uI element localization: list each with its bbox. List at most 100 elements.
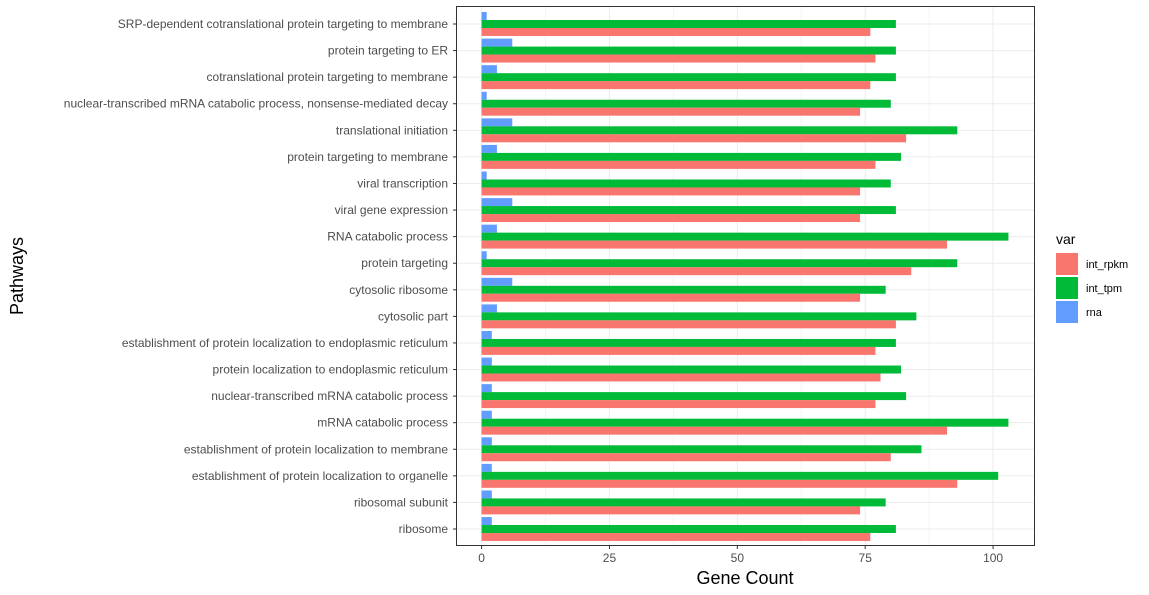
bar-int_rpkm <box>481 453 891 462</box>
bar-int_rpkm <box>481 81 871 90</box>
y-tick-label: cytosolic ribosome <box>349 283 448 297</box>
bar-int_rpkm <box>481 27 871 36</box>
bar-rna <box>481 144 497 153</box>
bar-rna <box>481 490 492 499</box>
bar-rna <box>481 517 492 526</box>
bar-int_tpm <box>481 152 902 161</box>
bar-rna <box>481 330 492 339</box>
x-tick-label: 75 <box>859 551 873 565</box>
y-tick-label: protein targeting to membrane <box>287 150 448 164</box>
legend-label-rna: rna <box>1086 307 1103 319</box>
x-tick-label: 0 <box>478 551 485 565</box>
bar-int_rpkm <box>481 214 861 223</box>
bar-int_rpkm <box>481 160 876 169</box>
y-tick-label: viral transcription <box>357 176 448 190</box>
x-axis: 0 25 50 75 100 <box>478 545 1003 565</box>
bars <box>481 12 1009 541</box>
legend-key-int_rpkm <box>1056 253 1078 275</box>
bar-int_tpm <box>481 179 891 188</box>
bar-rna <box>481 384 492 393</box>
bar-int_rpkm <box>481 479 958 488</box>
bar-int_rpkm <box>481 426 948 435</box>
bar-int_tpm <box>481 338 896 347</box>
bar-int_rpkm <box>481 320 896 329</box>
bar-rna <box>481 12 487 21</box>
y-tick-label: cytosolic part <box>378 309 449 323</box>
x-tick-label: 25 <box>603 551 617 565</box>
bar-int_tpm <box>481 471 999 480</box>
y-tick-label: establishment of protein localization to… <box>184 442 448 456</box>
legend-label-int_tpm: int_tpm <box>1086 283 1122 295</box>
bar-int_rpkm <box>481 240 948 249</box>
bar-int_tpm <box>481 206 896 215</box>
legend-key-int_tpm <box>1056 277 1078 299</box>
bar-int_rpkm <box>481 267 912 276</box>
bar-int_tpm <box>481 445 922 454</box>
x-tick-label: 50 <box>731 551 745 565</box>
y-tick-label: RNA catabolic process <box>327 230 448 244</box>
legend-key-rna <box>1056 301 1078 323</box>
bar-int_tpm <box>481 73 896 82</box>
bar-int_tpm <box>481 20 896 28</box>
legend-label-int_rpkm: int_rpkm <box>1086 259 1128 271</box>
bar-rna <box>481 38 513 47</box>
bar-int_rpkm <box>481 532 871 541</box>
bar-rna <box>481 251 487 260</box>
bar-int_tpm <box>481 46 896 55</box>
bar-rna <box>481 91 487 100</box>
bar-rna <box>481 118 513 127</box>
y-tick-label: establishment of protein localization to… <box>122 336 448 350</box>
y-tick-label: establishment of protein localization to… <box>192 469 448 483</box>
y-axis: SRP-dependent cotranslational protein ta… <box>64 17 456 536</box>
bar-int_rpkm <box>481 54 876 63</box>
bar-int_tpm <box>481 126 958 135</box>
y-tick-label: ribosome <box>399 522 449 536</box>
bar-int_tpm <box>481 365 902 374</box>
bar-int_rpkm <box>481 373 881 382</box>
bar-int_tpm <box>481 392 907 401</box>
y-tick-label: SRP-dependent cotranslational protein ta… <box>118 17 449 31</box>
y-tick-label: nuclear-transcribed mRNA catabolic proce… <box>64 97 448 111</box>
bar-rna <box>481 463 492 472</box>
bar-int_rpkm <box>481 134 907 143</box>
bar-rna <box>481 65 497 74</box>
bar-int_tpm <box>481 418 1009 427</box>
y-tick-label: protein targeting <box>361 256 448 270</box>
bar-int_tpm <box>481 99 891 108</box>
y-tick-label: translational initiation <box>336 123 448 137</box>
y-tick-label: mRNA catabolic process <box>317 416 448 430</box>
y-tick-label: protein localization to endoplasmic reti… <box>213 363 448 377</box>
y-tick-label: nuclear-transcribed mRNA catabolic proce… <box>211 389 448 403</box>
bar-int_rpkm <box>481 293 861 302</box>
bar-int_tpm <box>481 498 886 507</box>
y-tick-label: cotranslational protein targeting to mem… <box>207 70 449 84</box>
legend-title: var <box>1056 231 1076 247</box>
y-axis-title: Pathways <box>7 237 27 315</box>
y-tick-label: protein targeting to ER <box>328 44 448 58</box>
bar-rna <box>481 198 513 207</box>
bar-int_tpm <box>481 525 896 533</box>
bar-int_rpkm <box>481 187 861 196</box>
y-tick-label: ribosomal subunit <box>354 495 449 509</box>
y-tick-label: viral gene expression <box>335 203 448 217</box>
plot-border <box>456 6 1035 546</box>
bar-int_tpm <box>481 312 917 321</box>
bar-int_tpm <box>481 259 958 268</box>
bar-int_rpkm <box>481 506 861 515</box>
x-axis-title: Gene Count <box>696 568 793 588</box>
bar-rna <box>481 171 487 180</box>
bar-rna <box>481 304 497 313</box>
bar-rna <box>481 277 513 286</box>
bar-int_rpkm <box>481 346 876 355</box>
x-tick-label: 100 <box>983 551 1003 565</box>
bar-int_rpkm <box>481 400 876 409</box>
bar-rna <box>481 357 492 366</box>
bar-int_rpkm <box>481 107 861 116</box>
bar-rna <box>481 437 492 446</box>
bar-rna <box>481 224 497 233</box>
bar-rna <box>481 410 492 419</box>
bar-int_tpm <box>481 232 1009 241</box>
bar-int_tpm <box>481 285 886 294</box>
